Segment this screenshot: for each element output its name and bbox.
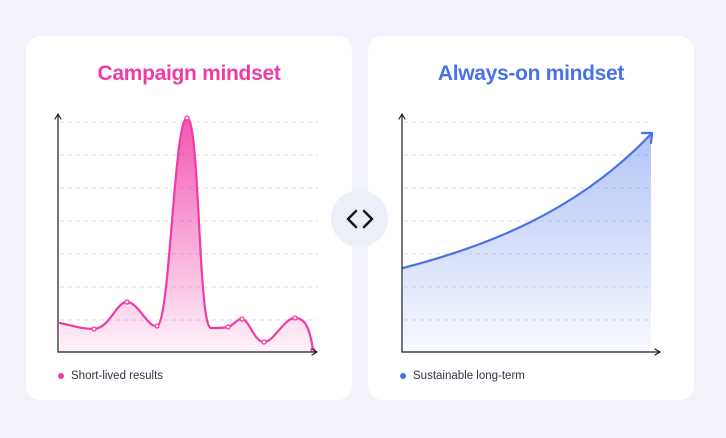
campaign-legend-label: Short-lived results [71, 370, 164, 382]
campaign-legend: Short-lived results [58, 370, 163, 382]
always-on-area [403, 134, 651, 352]
legend-marker [58, 373, 64, 379]
always-on-chart [398, 113, 661, 356]
always-on-legend: Sustainable long-term [400, 370, 525, 382]
campaign-points [91, 115, 316, 353]
axes [54, 113, 318, 356]
always-on-legend-label: Sustainable long-term [413, 370, 525, 382]
always-on-card: Always-on mindset Sustainabl [368, 36, 694, 400]
campaign-area [60, 118, 313, 352]
always-on-line [401, 132, 653, 270]
arrow-head-icon [640, 131, 654, 145]
code-brackets-icon [346, 209, 373, 228]
campaign-card: Campaign mindset [26, 36, 352, 400]
compare-badge [331, 190, 388, 247]
always-on-title: Always-on mindset [437, 62, 625, 85]
campaign-title: Campaign mindset [97, 62, 281, 85]
legend-marker [400, 373, 406, 379]
campaign-chart [54, 113, 318, 356]
axes [398, 113, 661, 356]
